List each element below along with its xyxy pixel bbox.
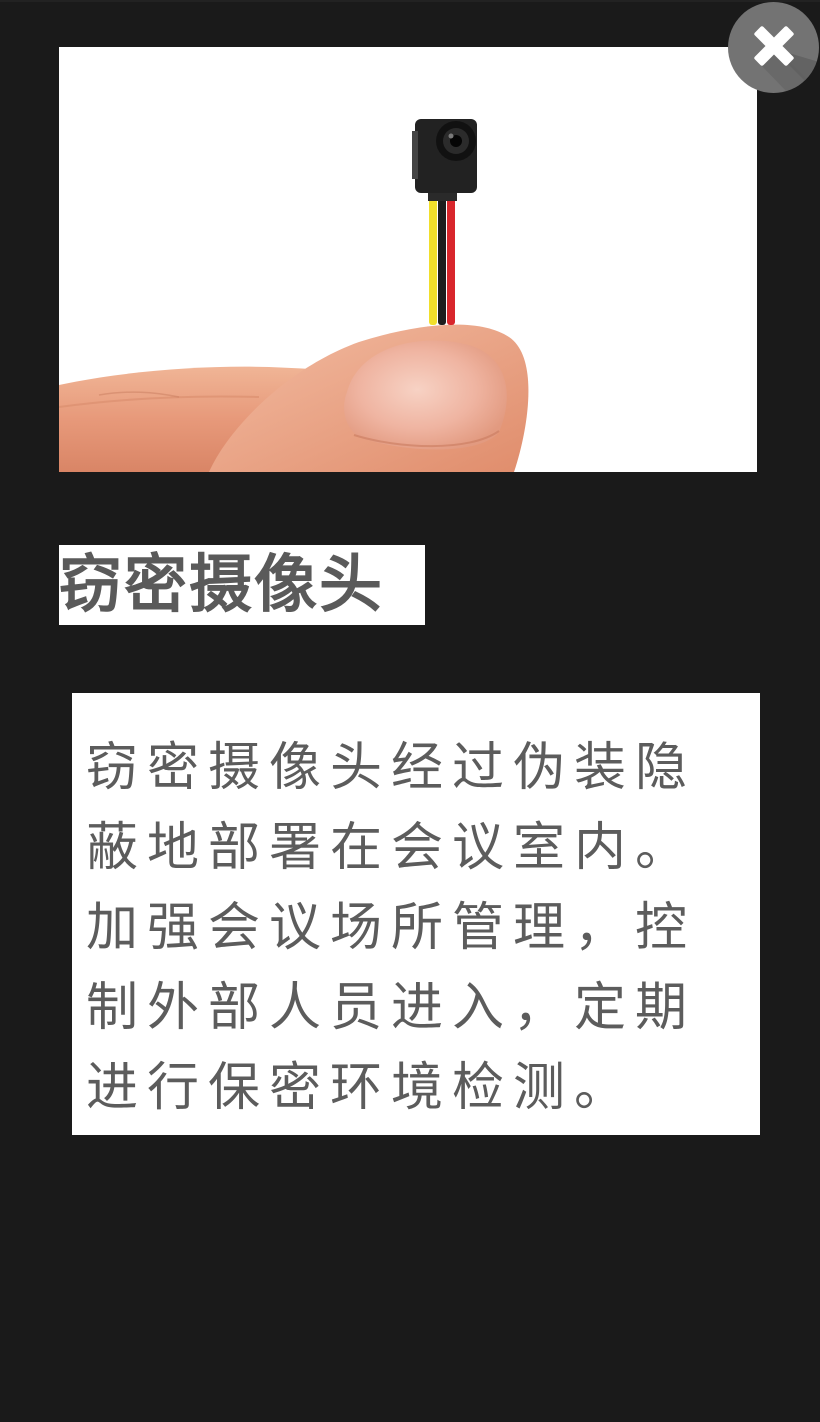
photo-panel	[59, 47, 757, 472]
hidden-camera-photo	[59, 119, 529, 472]
page-title: 窃密摄像头	[59, 548, 384, 621]
close-button[interactable]	[728, 2, 819, 93]
title-panel	[59, 545, 425, 625]
close-icon	[754, 26, 819, 93]
description-text: 窃密摄像头经过伪装隐蔽地部署在会议室内。加强会议场所管理，控制外部人员进入，定期…	[86, 738, 697, 1118]
description-panel	[72, 693, 760, 1135]
